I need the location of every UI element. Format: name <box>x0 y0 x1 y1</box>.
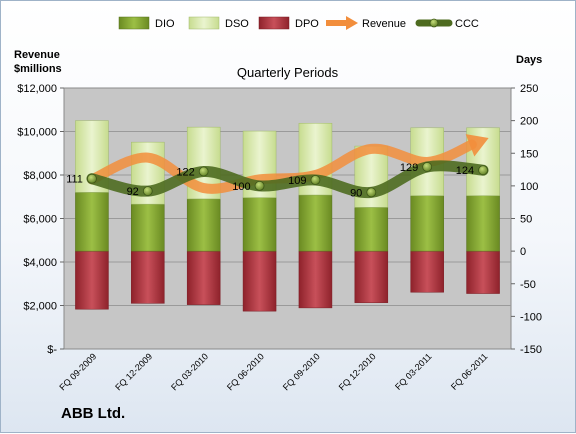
bar-dio <box>466 195 500 252</box>
ccc-data-label: 100 <box>232 181 250 193</box>
ccc-line <box>86 160 489 199</box>
lines <box>86 134 489 199</box>
left-tick-label: $2,000 <box>23 301 57 313</box>
right-tick-label: 50 <box>520 214 532 226</box>
right-axis-title: Days <box>516 54 542 66</box>
bar-dpo <box>466 250 500 294</box>
left-tick-label: $10,000 <box>17 127 57 139</box>
right-tick-label: 0 <box>520 246 526 258</box>
bar-dpo <box>186 250 221 305</box>
legend-swatch-dso <box>188 16 220 30</box>
x-tick-label: FQ 09-2009 <box>57 351 98 392</box>
right-tick-label: -150 <box>520 344 542 356</box>
x-tick-label: FQ 03-2010 <box>169 351 210 392</box>
legend-label: CCC <box>455 18 479 30</box>
legend-swatch-dio <box>118 16 150 30</box>
x-tick-label: FQ 12-2010 <box>337 351 378 392</box>
x-tick-label: FQ 03-2011 <box>393 351 434 392</box>
revenue-arrowhead <box>465 134 489 157</box>
bar-dio <box>298 194 333 252</box>
right-tick-label: 150 <box>520 148 538 160</box>
ccc-point <box>310 175 321 185</box>
ccc-point <box>142 186 153 196</box>
left-tick-label: $4,000 <box>23 257 57 269</box>
legend-label: DPO <box>295 18 319 30</box>
legend-swatch-dpo <box>258 16 290 30</box>
left-tick-label: $12,000 <box>17 83 57 95</box>
ccc-point <box>478 165 488 176</box>
bar-dio <box>242 197 277 252</box>
left-tick-label: $8,000 <box>23 170 57 182</box>
bar-dpo <box>298 250 333 309</box>
right-tick-label: 100 <box>520 181 538 193</box>
legend-dot-ccc <box>429 18 439 28</box>
left-axis-title-line2: $millions <box>14 63 62 75</box>
bar-dio <box>186 198 221 252</box>
ccc-data-label: 109 <box>288 175 306 187</box>
ccc-point <box>366 187 377 198</box>
ccc-data-label: 92 <box>127 186 139 198</box>
ccc-data-label: 129 <box>400 162 418 174</box>
bar-dpo <box>131 250 165 304</box>
ccc-point <box>422 162 433 172</box>
chart-title: Quarterly Periods <box>237 65 339 80</box>
bar-dio <box>354 207 389 252</box>
ccc-data-label: 111 <box>66 174 83 186</box>
bar-dpo <box>354 250 389 303</box>
x-tick-label: FQ 06-2011 <box>449 351 490 392</box>
x-tick-label: FQ 12-2009 <box>113 351 154 392</box>
bar-dpo <box>410 250 444 293</box>
ccc-data-label: 90 <box>350 187 362 199</box>
ccc-data-label: 124 <box>456 165 474 177</box>
right-tick-label: 200 <box>520 116 538 128</box>
left-tick-label: $6,000 <box>23 214 57 226</box>
ccc-data-label: 122 <box>176 167 194 179</box>
right-tick-label: 250 <box>520 83 538 95</box>
x-tick-label: FQ 09-2010 <box>281 351 322 392</box>
labels: 111 92 122 100 109 90 129 124 <box>66 162 474 199</box>
left-tick-label: $- <box>47 344 57 356</box>
right-tick-label: -100 <box>520 311 542 323</box>
x-tick-label: FQ 06-2010 <box>225 351 266 392</box>
bar-dio <box>75 192 109 252</box>
legend-label: DSO <box>225 18 249 30</box>
bar-dpo <box>75 250 109 310</box>
bar-dio <box>410 195 444 252</box>
legend: DIO DSO DPO Revenue CCC <box>118 16 479 30</box>
ccc-point <box>87 173 97 184</box>
bar-dio <box>131 203 165 252</box>
right-tick-label: -50 <box>520 279 536 291</box>
ccc-point <box>254 180 265 191</box>
company-name: ABB Ltd. <box>61 405 125 422</box>
left-axis-title-line1: Revenue <box>14 49 60 61</box>
bar-dpo <box>242 250 277 312</box>
legend-arrow-revenue <box>346 16 358 30</box>
ccc-point <box>198 166 209 177</box>
legend-label: Revenue <box>362 18 406 30</box>
legend-label: DIO <box>155 18 175 30</box>
